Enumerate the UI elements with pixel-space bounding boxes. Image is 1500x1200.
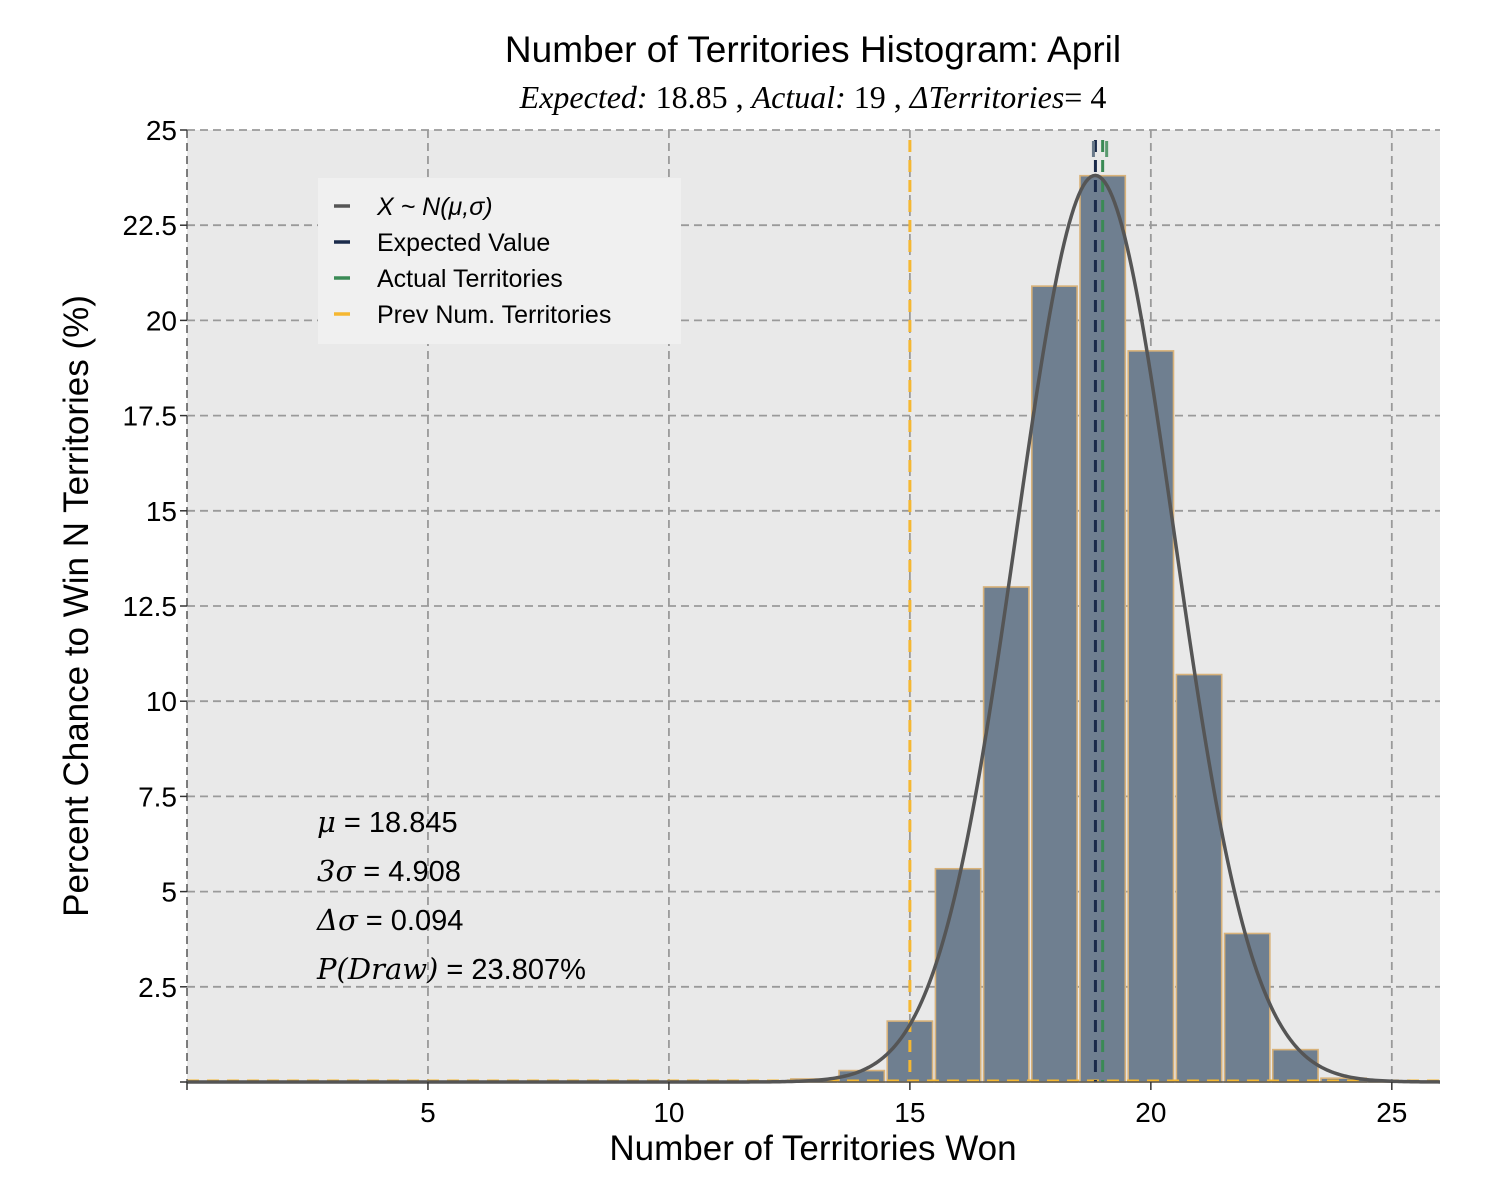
stat-line: 3σ = 4.908 (317, 854, 461, 888)
subtitle-separator-2: , (894, 79, 902, 115)
histogram-bar (982, 586, 1030, 1083)
chart-subtitle: Expected: 18.85 , Actual: 19 , ΔTerritor… (519, 79, 1107, 115)
y-tick-label: 22.5 (123, 210, 178, 241)
subtitle-separator-1: , (736, 79, 744, 115)
y-tick-label: 12.5 (123, 591, 178, 622)
stat-symbol: 3σ (317, 854, 356, 888)
y-tick-label: 7.5 (138, 781, 177, 812)
histogram-bar (934, 867, 982, 1083)
stats-annotation: μ = 18.845 3σ = 4.908 Δσ = 0.094 P(Draw) = … (316, 805, 586, 986)
subtitle-actual-label: Actual: (750, 79, 846, 115)
legend-entry-label: Prev Num. Territories (377, 301, 611, 329)
stat-line: P(Draw) = 23.807% (316, 952, 586, 986)
legend-box (318, 178, 681, 344)
stat-line: Δσ = 0.094 (316, 903, 463, 937)
x-tick-label: 25 (1376, 1097, 1407, 1128)
subtitle-delta-value: = 4 (1064, 79, 1106, 115)
stat-value: = 18.845 (336, 807, 458, 839)
x-tick-label: 20 (1135, 1097, 1166, 1128)
y-tick-label: 5 (161, 877, 177, 908)
legend: X ~ N(μ,σ) Expected Value Actual Territori… (318, 178, 681, 344)
y-tick-label: 20 (146, 305, 177, 336)
x-axis-label: Number of Territories Won (609, 1129, 1016, 1168)
stat-line: μ = 18.845 (317, 805, 458, 839)
y-tick-label: 10 (146, 686, 177, 717)
subtitle-delta-label: ΔTerritories (908, 79, 1065, 115)
histogram-bar (1031, 285, 1078, 1083)
stat-value: = 4.908 (355, 856, 461, 888)
legend-entry-label: Actual Territories (377, 265, 563, 293)
y-tick-label: 2.5 (138, 972, 177, 1003)
stat-symbol: Δσ (316, 903, 359, 937)
subtitle-expected-value: 18.85 (656, 79, 728, 115)
histogram-bar (1223, 932, 1271, 1083)
stat-value: = 23.807% (438, 954, 586, 986)
chart-title: Number of Territories Histogram: April (505, 29, 1121, 70)
stat-symbol: P(Draw) (316, 952, 438, 986)
x-tick-labels: 5 10 15 20 25 (186, 1082, 1407, 1128)
y-tick-label: 15 (146, 496, 177, 527)
histogram-bar (1175, 673, 1223, 1083)
stat-symbol: μ (317, 805, 336, 839)
subtitle-expected-label: Expected: (519, 79, 648, 115)
y-tick-labels: 2.5 5 7.5 10 12.5 15 17.5 20 22.5 25 (123, 115, 187, 1083)
histogram-bar (1271, 1048, 1319, 1083)
x-tick-label: 5 (420, 1097, 436, 1128)
legend-entry-label: X ~ N(μ,σ) (376, 193, 493, 221)
y-tick-label: 17.5 (123, 401, 178, 432)
y-tick-label: 25 (146, 115, 177, 146)
stat-value: = 0.094 (358, 905, 464, 937)
subtitle-actual-value: 19 (854, 79, 886, 115)
x-tick-label: 15 (894, 1097, 925, 1128)
x-tick-label: 10 (653, 1097, 684, 1128)
legend-entry-label: Expected Value (377, 229, 550, 257)
histogram-bar (1127, 350, 1175, 1083)
y-axis-label: Percent Chance to Win N Territories (%) (57, 295, 96, 917)
